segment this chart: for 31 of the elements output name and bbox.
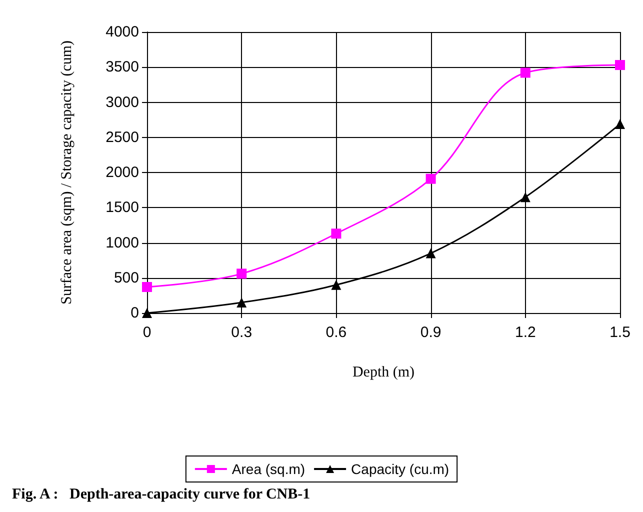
point [426, 174, 436, 184]
point [236, 297, 247, 308]
y-tick-label: 2000 [106, 164, 139, 181]
point [615, 119, 625, 130]
x-tick-label: 0 [142, 324, 152, 341]
y-tick-label: 3000 [106, 94, 139, 111]
y-tick-label: 500 [114, 269, 139, 286]
point [142, 282, 152, 292]
point [520, 68, 530, 78]
x-axis-title: Depth (m) [352, 364, 415, 380]
x-tick-label: 0.9 [420, 324, 442, 341]
x-tick-label: 1.5 [610, 324, 630, 341]
text: Fig. A : Depth-area-capacity curve for CNB-1 [12, 486, 310, 502]
y-tick-label: 0 [130, 304, 139, 322]
legend-label: Area (sq.m) [232, 461, 306, 477]
point [331, 228, 342, 239]
x-tick-label: 0.3 [231, 324, 252, 341]
point [426, 248, 436, 258]
y-tick-label: 1000 [106, 234, 139, 252]
y-tick-label: 1500 [106, 199, 139, 216]
point [520, 192, 530, 202]
y-tick-label: 4000 [106, 24, 139, 40]
x-tick-label: 1.2 [514, 324, 536, 341]
y-axis-title: Surface area (sqm) / Storage capacity (cum) [59, 40, 75, 305]
x-tick-label: 0.6 [326, 324, 347, 341]
y-tick-label: 2500 [106, 128, 139, 146]
y-tick-label: 3500 [106, 58, 139, 76]
point [615, 60, 625, 70]
point [331, 280, 342, 290]
point [236, 268, 247, 279]
legend-label: Capacity (cu.m) [351, 461, 450, 477]
